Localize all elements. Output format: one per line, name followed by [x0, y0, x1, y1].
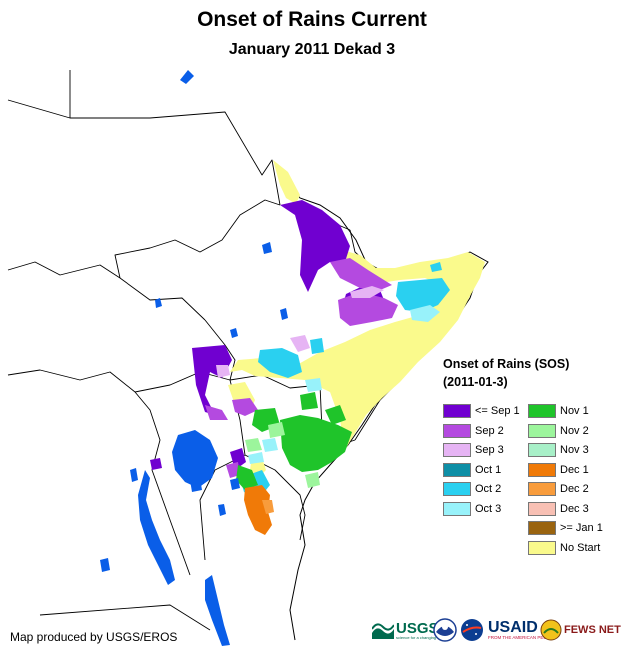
- legend-item: Nov 3: [528, 442, 589, 458]
- legend-item: <= Sep 1: [443, 403, 520, 419]
- legend-swatch: [528, 501, 556, 516]
- legend-item: No Start: [528, 540, 600, 556]
- sep3-zones: [216, 286, 384, 378]
- legend-item: Oct 3: [443, 501, 501, 517]
- legend-swatch: [528, 482, 556, 496]
- usgs-wordmark: USGS: [396, 619, 439, 637]
- legend-item: Sep 2: [443, 423, 504, 439]
- legend-item: Nov 2: [528, 423, 589, 439]
- dec2-zones: [262, 500, 274, 514]
- legend-item: Nov 1: [528, 403, 589, 419]
- usgs-wave-icon: [372, 623, 394, 639]
- legend-swatch: [528, 404, 556, 418]
- fewsnet-sun-icon: [540, 619, 562, 641]
- noaa-logo: [433, 618, 457, 642]
- legend-label: >= Jan 1: [560, 522, 603, 534]
- legend-label: Sep 2: [475, 424, 504, 437]
- legend-swatch: [443, 423, 471, 438]
- map-title: Onset of Rains Current: [197, 8, 427, 31]
- nov1-zones: [236, 392, 352, 490]
- legend-swatch: [528, 443, 556, 457]
- usaid-logo: USAID FROM THE AMERICAN PEOPLE: [488, 618, 555, 642]
- legend-swatch: [528, 423, 556, 438]
- legend-swatch: [443, 443, 471, 457]
- map-credit: Map produced by USGS/EROS: [10, 630, 178, 644]
- oct3-zones: [248, 305, 440, 464]
- legend-label: Dec 2: [560, 483, 589, 495]
- legend-item: Oct 1: [443, 462, 501, 478]
- legend-swatch: [443, 482, 471, 496]
- legend-item: Dec 2: [528, 481, 589, 497]
- water-bodies: [100, 70, 288, 646]
- map-subtitle: January 2011 Dekad 3: [228, 41, 396, 58]
- legend-label: Oct 2: [475, 483, 502, 495]
- fewsnet-wordmark: FEWS NET: [564, 624, 621, 636]
- usgs-tagline: science for a changing world: [396, 634, 447, 640]
- legend-label: Nov 3: [560, 444, 589, 456]
- legend-label: <= Sep 1: [475, 405, 520, 417]
- legend-swatch: [528, 462, 556, 477]
- legend-swatch: [528, 521, 556, 535]
- usaid-wordmark: USAID: [488, 618, 538, 636]
- legend-label: Nov 2: [560, 424, 589, 437]
- dec1-zones: [244, 485, 272, 535]
- legend-label: Nov 1: [560, 405, 589, 417]
- legend-label: No Start: [560, 541, 601, 554]
- nov2-zones: [245, 422, 320, 488]
- legend-label: Oct 1: [475, 463, 502, 476]
- legend-swatch: [528, 540, 556, 555]
- legend-label: Oct 3: [475, 502, 502, 515]
- legend-item: Dec 3: [528, 501, 589, 517]
- noaa-emblem-icon: [433, 618, 457, 642]
- usgs-logo: USGS science for a changing world: [372, 618, 447, 642]
- nasa-logo: [460, 618, 484, 642]
- legend-label: Sep 3: [475, 444, 504, 456]
- legend-item: Oct 2: [443, 481, 501, 497]
- legend-label: Dec 3: [560, 502, 589, 515]
- legend-swatch: [443, 501, 471, 516]
- nasa-meatball-icon: [461, 619, 483, 641]
- sep2-zones: [205, 258, 398, 478]
- legend: Onset of Rains (SOS) (2011-01-3): [443, 357, 618, 389]
- legend-item: >= Jan 1: [528, 520, 603, 536]
- usaid-tagline: FROM THE AMERICAN PEOPLE: [488, 634, 556, 640]
- legend-swatch: [443, 404, 471, 418]
- fewsnet-logo: FEWS NET: [540, 618, 621, 642]
- legend-item: Dec 1: [528, 462, 589, 478]
- legend-swatch: [443, 462, 471, 477]
- legend-label: Dec 1: [560, 463, 589, 476]
- legend-title: Onset of Rains (SOS): [443, 357, 570, 371]
- legend-item: Sep 3: [443, 442, 504, 458]
- legend-date: (2011-01-3): [443, 375, 508, 389]
